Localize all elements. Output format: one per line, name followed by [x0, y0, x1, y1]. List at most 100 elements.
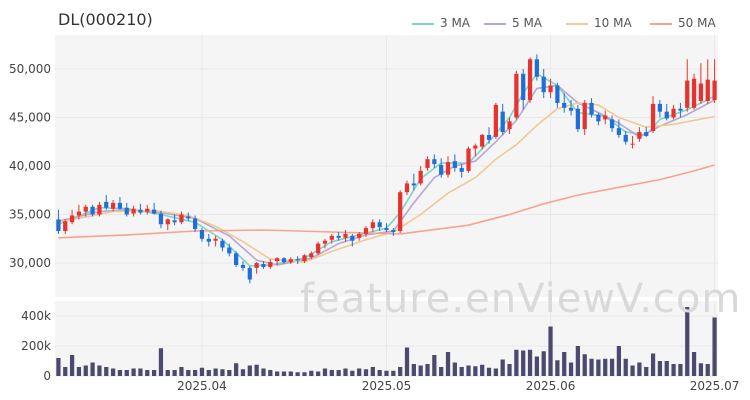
- candle-body: [377, 222, 382, 228]
- volume-bar: [83, 365, 88, 376]
- volume-bar: [466, 365, 471, 376]
- volume-bar: [124, 370, 129, 376]
- candle-body: [541, 76, 546, 93]
- candle-body: [268, 262, 273, 267]
- legend-swatch-5ma: [484, 22, 506, 25]
- volume-bar: [425, 364, 430, 376]
- volume-bar: [117, 370, 123, 376]
- candle-body: [596, 114, 601, 122]
- candle-body: [220, 240, 225, 248]
- volume-bar: [76, 367, 82, 376]
- candle-body: [234, 253, 239, 265]
- candle-body: [97, 204, 102, 215]
- candle-body: [555, 85, 560, 103]
- volume-bar: [172, 370, 177, 376]
- x-tick-label: 2025.07: [690, 379, 740, 393]
- volume-bar: [254, 364, 259, 376]
- candle-body: [63, 221, 68, 232]
- candle-body: [117, 202, 123, 209]
- candle-body: [309, 253, 314, 258]
- volume-bar: [589, 358, 594, 376]
- candle-body: [199, 230, 205, 239]
- volume-bar: [370, 367, 375, 376]
- candle-body: [500, 111, 505, 133]
- candle-body: [288, 259, 293, 263]
- legend-swatch-50ma: [650, 22, 672, 25]
- volume-bar: [186, 370, 191, 376]
- candle-body: [90, 206, 95, 215]
- volume-bar: [138, 368, 143, 376]
- volume-bar: [377, 370, 382, 376]
- volume-bar: [575, 346, 581, 376]
- volume-bar: [637, 362, 642, 376]
- x-tick-label: 2025.06: [526, 379, 576, 393]
- candle-body: [411, 183, 416, 186]
- volume-bar: [445, 352, 451, 376]
- volume-bar: [603, 358, 608, 376]
- candle-body: [343, 233, 348, 238]
- volume-bar: [678, 364, 683, 376]
- legend-label-3ma: 3 MA: [440, 16, 471, 30]
- volume-bar: [623, 358, 628, 376]
- candle-body: [616, 128, 622, 135]
- candle-body: [404, 183, 410, 193]
- watermark: feature.enViewV.com: [300, 276, 742, 322]
- price-tick-label: 30,000: [9, 256, 51, 270]
- volume-bar: [158, 348, 164, 376]
- volume-bar: [247, 365, 252, 376]
- candle-body: [439, 165, 444, 175]
- volume-bar: [336, 370, 341, 376]
- candle-body: [275, 258, 280, 262]
- legend-item-50ma: 50 MA: [650, 16, 716, 30]
- candle-body: [445, 162, 451, 175]
- volume-bar: [145, 370, 150, 376]
- candle-body: [302, 255, 307, 262]
- volume-bar: [705, 364, 710, 376]
- candle-body: [336, 235, 341, 238]
- volume-bar: [309, 370, 314, 376]
- candle-body: [685, 80, 690, 108]
- candle-body: [363, 228, 369, 234]
- volume-bar: [616, 346, 622, 376]
- volume-bar: [192, 370, 198, 376]
- volume-bar: [391, 370, 396, 376]
- candle-body: [609, 119, 615, 129]
- candle-body: [350, 235, 355, 241]
- volume-bar: [555, 360, 560, 376]
- candle-body: [671, 108, 676, 118]
- legend-label-5ma: 5 MA: [512, 16, 543, 30]
- volume-bar: [322, 368, 328, 376]
- volume-bar: [288, 371, 293, 376]
- volume-bar: [541, 351, 546, 376]
- candle-body: [486, 134, 492, 140]
- candle-body: [575, 108, 581, 130]
- candle-body: [691, 78, 697, 108]
- candle-body: [493, 104, 498, 137]
- volume-bar: [275, 371, 280, 376]
- volume-bar: [650, 353, 656, 376]
- candle-body: [158, 213, 164, 225]
- volume-tick-label: 0: [43, 369, 51, 383]
- volume-bar: [329, 370, 334, 376]
- volume-bar: [459, 367, 464, 376]
- volume-bar: [384, 370, 389, 376]
- volume-bar: [131, 368, 136, 376]
- volume-bar: [527, 349, 533, 376]
- candle-body: [644, 132, 649, 136]
- volume-tick-label: 400k: [21, 309, 51, 323]
- x-tick-label: 2025.05: [362, 379, 412, 393]
- candle-body: [527, 59, 533, 101]
- volume-bar: [712, 317, 717, 376]
- legend-swatch-10ma: [566, 22, 588, 25]
- volume-bar: [261, 368, 266, 376]
- candle-body: [384, 228, 389, 231]
- legend-item-3ma: 3 MA: [412, 16, 470, 30]
- candle-body: [322, 240, 328, 244]
- volume-bar: [630, 365, 635, 376]
- volume-bar: [507, 364, 512, 376]
- volume-bar: [411, 364, 416, 376]
- candle-body: [151, 209, 157, 214]
- candle-body: [329, 235, 334, 240]
- volume-bar: [56, 358, 61, 376]
- volume-bar: [398, 367, 403, 376]
